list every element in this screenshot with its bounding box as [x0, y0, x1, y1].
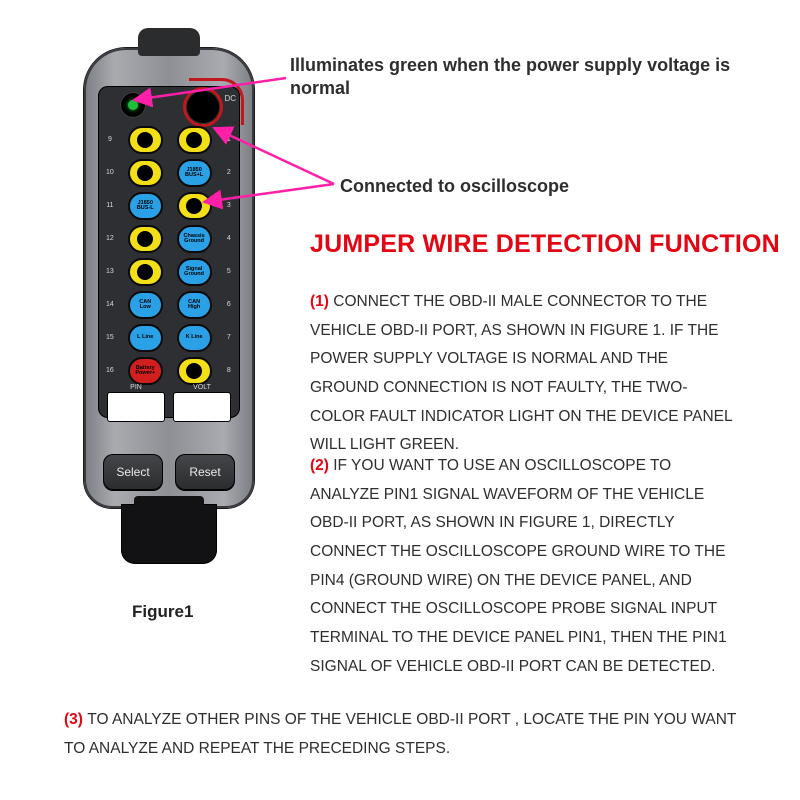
pin-number: 8: [226, 357, 232, 385]
pin-socket: [177, 192, 212, 220]
pin-number: 5: [226, 258, 232, 286]
pin-label: L Line: [137, 335, 153, 341]
power-led: [120, 92, 146, 118]
pin-number: 13: [106, 258, 114, 286]
obd-plug: [121, 504, 217, 564]
pin-label: J1850BUS-L: [137, 201, 154, 212]
pin-number: 16: [106, 357, 114, 385]
pin-number: 2: [226, 159, 232, 187]
pin-hole: [137, 231, 153, 247]
callout-power-text: Illuminates green when the power supply …: [290, 54, 740, 99]
pin-display: PIN: [107, 392, 165, 422]
step-1-number: (1): [310, 293, 333, 310]
pin-label: ChassisGround: [184, 234, 205, 245]
step-3-text: To analyze other pins of the vehicle OBD…: [64, 711, 736, 757]
status-row: DC: [106, 92, 232, 118]
pin-hole: [186, 198, 202, 214]
power-led-dot: [128, 100, 138, 110]
step-1: (1) Connect the OBD-II male connector to…: [310, 288, 740, 460]
pin-number: 10: [106, 159, 114, 187]
device-faceplate: DC 910111213141516 J1850BUS-LCANLowL Lin…: [98, 86, 240, 418]
pin-number: 3: [226, 192, 232, 220]
pin-label: CANLow: [139, 300, 151, 311]
figure-label: Figure1: [132, 602, 193, 622]
pin-number: 12: [106, 225, 114, 253]
pin-socket: K Line: [177, 324, 212, 352]
pin-label: CANHigh: [188, 300, 200, 311]
pin-socket: [177, 357, 212, 385]
pin-grid: 910111213141516 J1850BUS-LCANLowL LineBa…: [106, 126, 232, 386]
pin-socket: [128, 225, 163, 253]
pin-number: 7: [226, 324, 232, 352]
pin-number: 14: [106, 291, 114, 319]
pin-hole: [137, 165, 153, 181]
pin-label: J1850BUS+L: [185, 168, 203, 179]
pin-socket: BatteryPower+: [128, 357, 163, 385]
pin-hole: [137, 264, 153, 280]
callout-oscilloscope-text: Connected to oscilloscope: [340, 176, 740, 197]
dc-socket: [186, 90, 220, 124]
pin-display-label: PIN: [108, 384, 164, 391]
step-2-text: If you want to use an oscilloscope to an…: [310, 457, 727, 675]
canvas: DC 910111213141516 J1850BUS-LCANLowL Lin…: [0, 0, 800, 800]
pin-label: K Line: [186, 335, 203, 341]
dc-label: DC: [224, 94, 236, 103]
pin-hole: [186, 363, 202, 379]
step-2: (2) If you want to use an oscilloscope t…: [310, 452, 740, 681]
pin-label: SignalGround: [184, 267, 204, 278]
pin-socket: [128, 159, 163, 187]
reset-button[interactable]: Reset: [175, 454, 235, 490]
pin-hole: [186, 132, 202, 148]
pin-number: 11: [106, 192, 114, 220]
device-body: DC 910111213141516 J1850BUS-LCANLowL Lin…: [84, 48, 254, 508]
select-button[interactable]: Select: [103, 454, 163, 490]
pin-number: 1: [226, 126, 232, 154]
step-1-text: Connect the OBD-II male connector to the…: [310, 293, 732, 453]
pin-socket: L Line: [128, 324, 163, 352]
step-2-number: (2): [310, 457, 333, 474]
pin-label: BatteryPower+: [135, 366, 155, 377]
pin-number: 4: [226, 225, 232, 253]
volt-display: VOLT: [173, 392, 231, 422]
pin-socket: SignalGround: [177, 258, 212, 286]
volt-display-label: VOLT: [174, 384, 230, 391]
button-row: Select Reset: [98, 454, 240, 490]
step-3-number: (3): [64, 711, 87, 728]
section-title: JUMPER WIRE DETECTION FUNCTION: [310, 230, 780, 259]
pin-number: 15: [106, 324, 114, 352]
pin-socket: CANLow: [128, 291, 163, 319]
pin-socket: [128, 126, 163, 154]
step-3: (3) To analyze other pins of the vehicle…: [64, 706, 744, 763]
pin-socket: J1850BUS-L: [128, 192, 163, 220]
pin-socket: [128, 258, 163, 286]
pin-socket: CANHigh: [177, 291, 212, 319]
pin-number: 6: [226, 291, 232, 319]
pin-number: 9: [106, 126, 114, 154]
pin-hole: [137, 132, 153, 148]
pin-socket: J1850BUS+L: [177, 159, 212, 187]
display-row: PIN VOLT: [106, 392, 232, 422]
pin-socket: ChassisGround: [177, 225, 212, 253]
pin-socket: [177, 126, 212, 154]
